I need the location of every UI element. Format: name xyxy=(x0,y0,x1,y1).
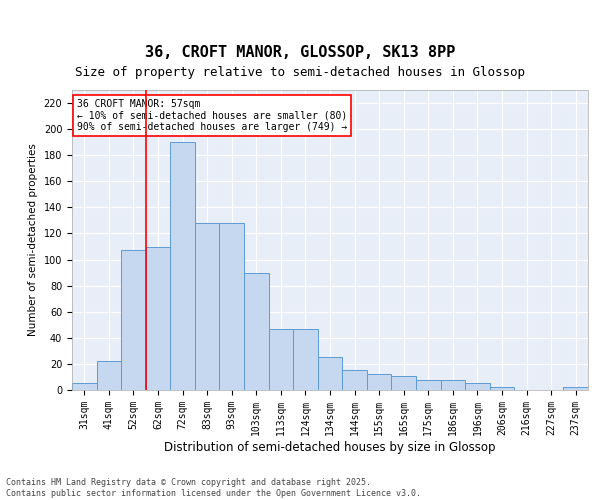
Bar xyxy=(170,142,195,390)
Bar xyxy=(269,328,293,390)
Text: Size of property relative to semi-detached houses in Glossop: Size of property relative to semi-detach… xyxy=(75,66,525,79)
Text: 36, CROFT MANOR, GLOSSOP, SK13 8PP: 36, CROFT MANOR, GLOSSOP, SK13 8PP xyxy=(145,45,455,60)
Text: 36 CROFT MANOR: 57sqm
← 10% of semi-detached houses are smaller (80)
90% of semi: 36 CROFT MANOR: 57sqm ← 10% of semi-deta… xyxy=(77,99,347,132)
Bar xyxy=(146,246,170,390)
Y-axis label: Number of semi-detached properties: Number of semi-detached properties xyxy=(28,144,38,336)
Bar xyxy=(97,362,121,390)
Bar xyxy=(244,272,269,390)
Bar xyxy=(367,374,391,390)
Bar xyxy=(318,358,342,390)
Bar xyxy=(293,328,318,390)
Bar xyxy=(416,380,440,390)
X-axis label: Distribution of semi-detached houses by size in Glossop: Distribution of semi-detached houses by … xyxy=(164,440,496,454)
Bar xyxy=(391,376,416,390)
Bar xyxy=(121,250,146,390)
Text: Contains HM Land Registry data © Crown copyright and database right 2025.
Contai: Contains HM Land Registry data © Crown c… xyxy=(6,478,421,498)
Bar xyxy=(72,384,97,390)
Bar xyxy=(220,223,244,390)
Bar xyxy=(465,384,490,390)
Bar xyxy=(563,388,588,390)
Bar xyxy=(342,370,367,390)
Bar xyxy=(440,380,465,390)
Bar xyxy=(490,388,514,390)
Bar xyxy=(195,223,220,390)
